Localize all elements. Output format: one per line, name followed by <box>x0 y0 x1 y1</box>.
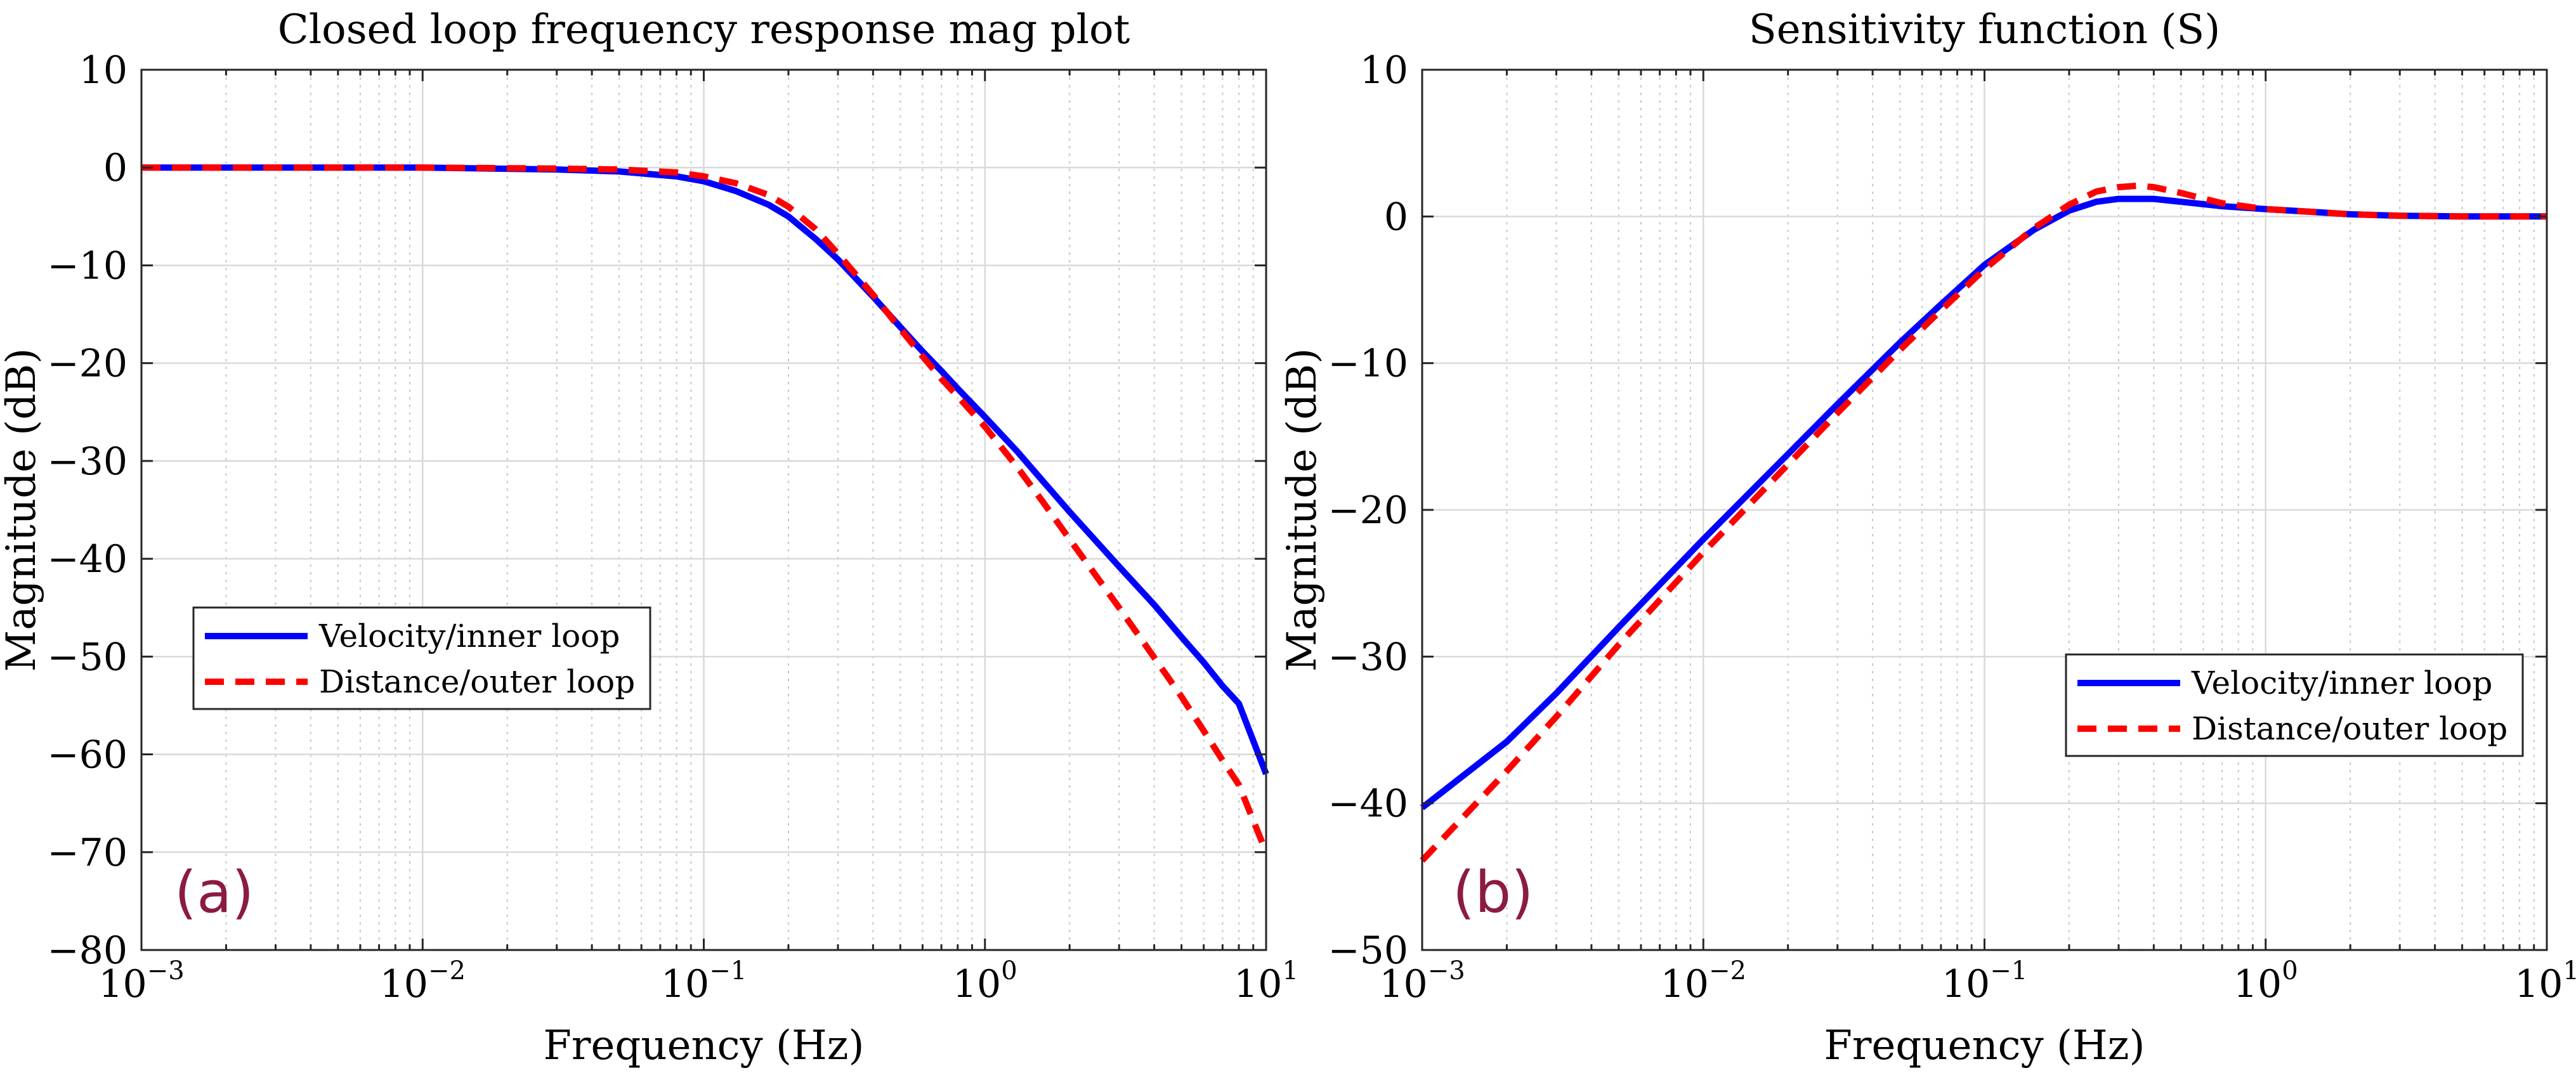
chart-b-tick-marks <box>1421 68 2548 951</box>
chart-b-y-tick-label: −10 <box>1328 342 1408 386</box>
chart-a-x-tick-exponent: −1 <box>709 956 747 986</box>
chart-a-x-tick-base: 10 <box>380 962 428 1006</box>
chart-a-series-distance-outer-loop <box>141 164 1269 854</box>
chart-a-x-tick-base: 10 <box>98 962 147 1006</box>
chart-b-y-tick-label: −30 <box>1328 635 1408 679</box>
chart-b-x-axis-label: Frequency (Hz) <box>1824 1022 2145 1069</box>
chart-b: 100−10−20−30−40−50 10−3 10−2 10−1 100 101 Se… <box>1279 6 2576 1069</box>
chart-b-x-tick-base: 10 <box>2233 962 2282 1006</box>
chart-a-y-tick-label: 10 <box>79 48 127 93</box>
chart-a-x-tick-base: 10 <box>953 962 1001 1006</box>
chart-b-panel-tag: (b) <box>1453 859 1533 926</box>
chart-b-x-tick-label: 101 <box>2514 956 2576 1006</box>
chart-a-y-tick-label: −80 <box>47 928 127 973</box>
chart-b-y-tick-label: 0 <box>1384 195 1408 239</box>
chart-b-y-tick-label: −40 <box>1328 782 1408 826</box>
chart-b-legend-label-velocity: Velocity/inner loop <box>2191 665 2492 701</box>
chart-a-panel-tag: (a) <box>174 859 254 926</box>
chart-a-x-tick-base: 10 <box>1234 962 1282 1006</box>
chart-a-y-tick-label: −20 <box>47 342 127 386</box>
chart-b-x-tick-exponent: 1 <box>2563 956 2576 986</box>
chart-a-x-tick-exponent: 0 <box>1001 956 1017 986</box>
chart-a-x-tick-label: 10−1 <box>661 956 747 1006</box>
chart-b-x-tick-exponent: 0 <box>2282 956 2298 986</box>
chart-b-legend-box <box>2065 653 2524 757</box>
chart-a-x-tick-exponent: 1 <box>1282 956 1298 986</box>
chart-b-x-tick-base: 10 <box>1661 962 1709 1006</box>
chart-a-y-axis-label: Magnitude (dB) <box>0 348 45 672</box>
chart-b-series-velocity-inner-loop <box>1420 195 2547 810</box>
chart-b-y-tick-label: −20 <box>1328 488 1408 533</box>
chart-a-x-axis-label: Frequency (Hz) <box>544 1022 865 1069</box>
chart-b-x-tick-exponent: −2 <box>1709 956 1746 986</box>
chart-b-y-tick-labels: 10 0 −10 −20 −30 −40 −50 <box>1328 48 1408 973</box>
chart-a: 100−10−20−30−40−50−60−70−80 10−3 10−2 10−1… <box>0 6 1298 1069</box>
chart-a-x-tick-base: 10 <box>661 962 709 1006</box>
chart-b-legend: Velocity/inner loop Distance/outer loop <box>2065 653 2524 757</box>
chart-a-legend: Velocity/inner loop Distance/outer loop <box>192 606 651 710</box>
chart-a-y-tick-label: −70 <box>47 831 127 875</box>
chart-a-x-tick-exponent: −2 <box>428 956 466 986</box>
chart-a-x-tick-label: 100 <box>953 956 1017 1006</box>
chart-b-x-tick-base: 10 <box>2514 962 2563 1006</box>
chart-b-series <box>1420 182 2547 863</box>
chart-b-x-tick-label: 10−1 <box>1942 956 2027 1006</box>
chart-a-y-tick-label: −40 <box>47 537 127 582</box>
chart-a-y-tick-label: −50 <box>47 635 127 679</box>
chart-b-y-tick-label: 10 <box>1360 48 1408 93</box>
chart-a-y-tick-label: −30 <box>47 439 127 484</box>
chart-b-y-axis-label: Magnitude (dB) <box>1279 348 1326 672</box>
chart-b-y-tick-label: −50 <box>1328 928 1408 973</box>
chart-b-x-tick-base: 10 <box>1379 962 1427 1006</box>
chart-a-x-tick-exponent: −3 <box>147 956 185 986</box>
chart-a-legend-label-distance: Distance/outer loop <box>319 663 635 700</box>
chart-a-legend-box <box>192 606 651 710</box>
chart-a-title: Closed loop frequency response mag plot <box>278 6 1130 53</box>
chart-a-legend-label-velocity: Velocity/inner loop <box>318 618 620 654</box>
chart-b-x-tick-exponent: −3 <box>1428 956 1465 986</box>
chart-b-x-tick-exponent: −1 <box>1990 956 2027 986</box>
chart-a-grid <box>140 68 1267 951</box>
chart-b-series-distance-outer-loop <box>1420 182 2547 863</box>
chart-b-grid <box>1421 68 2548 951</box>
chart-a-tick-marks <box>140 68 1267 951</box>
chart-b-x-tick-label: 10−3 <box>1379 956 1465 1006</box>
chart-b-x-tick-labels: 10−3 10−2 10−1 100 101 <box>1379 956 2576 1006</box>
chart-b-title: Sensitivity function (S) <box>1749 6 2220 53</box>
chart-b-legend-label-distance: Distance/outer loop <box>2192 710 2507 747</box>
chart-a-x-tick-labels: 10−3 10−2 10−1 100 101 <box>98 956 1298 1006</box>
chart-a-y-tick-label: −10 <box>47 244 127 288</box>
chart-a-series <box>141 164 1269 854</box>
chart-a-y-tick-label: −60 <box>47 733 127 777</box>
chart-a-x-tick-label: 10−2 <box>380 956 466 1006</box>
chart-a-y-tick-label: 0 <box>103 146 127 190</box>
chart-a-y-tick-labels: 10 0 −10 −20 −30 −40 −50 −60 −70 −80 <box>47 48 127 973</box>
chart-a-x-tick-label: 101 <box>1234 956 1298 1006</box>
chart-b-x-tick-base: 10 <box>1942 962 1990 1006</box>
chart-a-x-tick-label: 10−3 <box>98 956 184 1006</box>
chart-b-x-tick-label: 100 <box>2233 956 2298 1006</box>
chart-b-x-tick-label: 10−2 <box>1661 956 1746 1006</box>
